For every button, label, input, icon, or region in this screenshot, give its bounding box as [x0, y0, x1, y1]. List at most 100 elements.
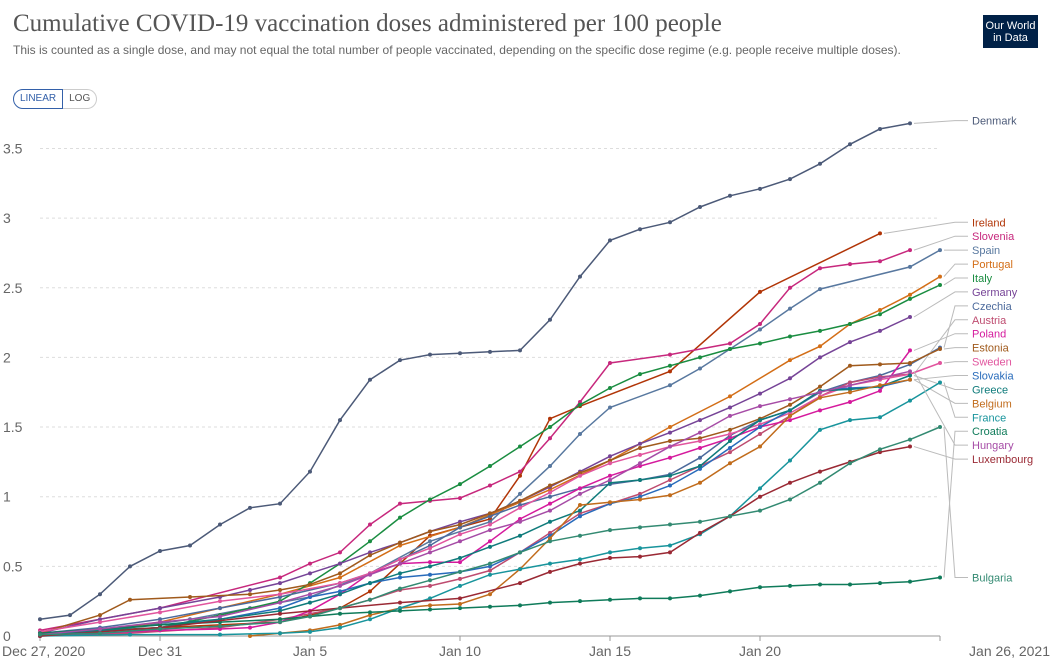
legend-connector: [913, 379, 968, 404]
data-point-sweden: [338, 581, 342, 586]
series-label-denmark: Denmark: [972, 116, 1017, 128]
data-point-estonia: [428, 529, 432, 534]
data-point-slovenia: [338, 550, 342, 555]
series-label-germany: Germany: [972, 287, 1018, 299]
data-point-greece: [518, 533, 522, 538]
data-point-slovenia: [578, 399, 582, 404]
data-point-hungary: [158, 620, 162, 625]
data-point-denmark: [638, 227, 642, 232]
data-point-france: [548, 561, 552, 566]
data-point-estonia: [248, 592, 252, 597]
legend-connector: [913, 319, 968, 375]
series-label-slovakia: Slovakia: [972, 371, 1014, 383]
data-point-czechia: [278, 594, 282, 599]
data-point-slovenia: [518, 469, 522, 474]
data-point-luxembourg: [908, 444, 912, 449]
legend-connector: [913, 235, 968, 251]
data-point-sweden: [98, 620, 102, 625]
data-point-croatia: [608, 597, 612, 602]
data-point-france: [638, 546, 642, 551]
data-point-france: [818, 427, 822, 432]
data-point-luxembourg: [608, 555, 612, 560]
data-point-germany: [308, 571, 312, 576]
data-point-portugal: [878, 308, 882, 313]
data-point-germany: [98, 617, 102, 622]
data-point-portugal: [398, 543, 402, 548]
data-point-denmark: [278, 501, 282, 506]
data-point-ireland: [668, 369, 672, 374]
data-point-belgium: [338, 622, 342, 627]
data-point-italy: [878, 312, 882, 317]
legend-connector: [913, 375, 968, 381]
data-point-germany: [338, 561, 342, 566]
series-label-belgium: Belgium: [972, 398, 1012, 410]
series-label-hungary: Hungary: [972, 440, 1014, 452]
data-point-poland: [608, 473, 612, 478]
data-point-slovakia: [398, 575, 402, 580]
data-point-germany: [818, 355, 822, 360]
series-label-czechia: Czechia: [972, 301, 1013, 313]
x-tick-label: Jan 10: [439, 643, 481, 659]
data-point-croatia: [878, 581, 882, 586]
data-point-denmark: [698, 204, 702, 209]
data-point-austria: [668, 477, 672, 482]
data-point-greece: [758, 418, 762, 423]
data-point-greece: [278, 608, 282, 613]
data-point-hungary: [878, 376, 882, 381]
data-point-bulgaria: [278, 620, 282, 625]
data-point-estonia: [818, 384, 822, 389]
series-line-czechia: [39, 346, 941, 634]
data-point-germany: [458, 519, 462, 524]
data-point-poland: [578, 486, 582, 491]
data-point-bulgaria: [578, 533, 582, 538]
data-point-bulgaria: [38, 632, 42, 637]
data-point-luxembourg: [518, 581, 522, 586]
data-point-luxembourg: [578, 561, 582, 566]
data-point-poland: [218, 627, 222, 632]
data-point-greece: [338, 592, 342, 597]
data-point-bulgaria: [428, 578, 432, 583]
data-point-belgium: [248, 634, 252, 638]
data-point-italy: [488, 464, 492, 469]
data-point-belgium: [428, 603, 432, 608]
data-point-slovenia: [488, 483, 492, 488]
data-point-portugal: [548, 487, 552, 492]
data-point-hungary: [458, 539, 462, 544]
data-point-greece: [398, 571, 402, 576]
series-line-slovenia: [39, 249, 911, 632]
data-point-bulgaria: [908, 437, 912, 442]
series-label-portugal: Portugal: [972, 259, 1013, 271]
data-point-belgium: [548, 536, 552, 541]
data-point-france: [458, 583, 462, 588]
series-label-estonia: Estonia: [972, 343, 1010, 355]
data-point-germany: [368, 550, 372, 555]
data-point-austria: [548, 530, 552, 535]
data-point-sweden: [938, 360, 942, 365]
data-point-poland: [818, 408, 822, 413]
legend-connector: [913, 120, 968, 124]
data-point-hungary: [398, 561, 402, 566]
data-point-denmark: [518, 348, 522, 353]
data-point-croatia: [758, 585, 762, 590]
data-point-slovenia: [668, 352, 672, 357]
series-label-luxembourg: Luxembourg: [972, 454, 1033, 466]
data-point-croatia: [368, 610, 372, 615]
data-point-sweden: [608, 461, 612, 466]
data-point-portugal: [728, 394, 732, 399]
data-point-austria: [758, 432, 762, 437]
data-point-ireland: [878, 231, 882, 236]
data-point-sweden: [518, 505, 522, 510]
linear-scale-button[interactable]: LINEAR: [13, 89, 64, 109]
log-scale-button[interactable]: LOG: [63, 89, 98, 109]
data-point-austria: [638, 491, 642, 496]
data-point-slovenia: [308, 561, 312, 566]
data-point-luxembourg: [698, 530, 702, 535]
legend-connector: [943, 347, 968, 350]
data-point-denmark: [428, 352, 432, 357]
data-point-spain: [908, 264, 912, 269]
data-point-croatia: [518, 603, 522, 608]
data-point-hungary: [848, 383, 852, 388]
owid-logo[interactable]: Our World in Data: [983, 15, 1038, 48]
legend-connector: [913, 375, 968, 390]
data-point-sweden: [758, 422, 762, 427]
